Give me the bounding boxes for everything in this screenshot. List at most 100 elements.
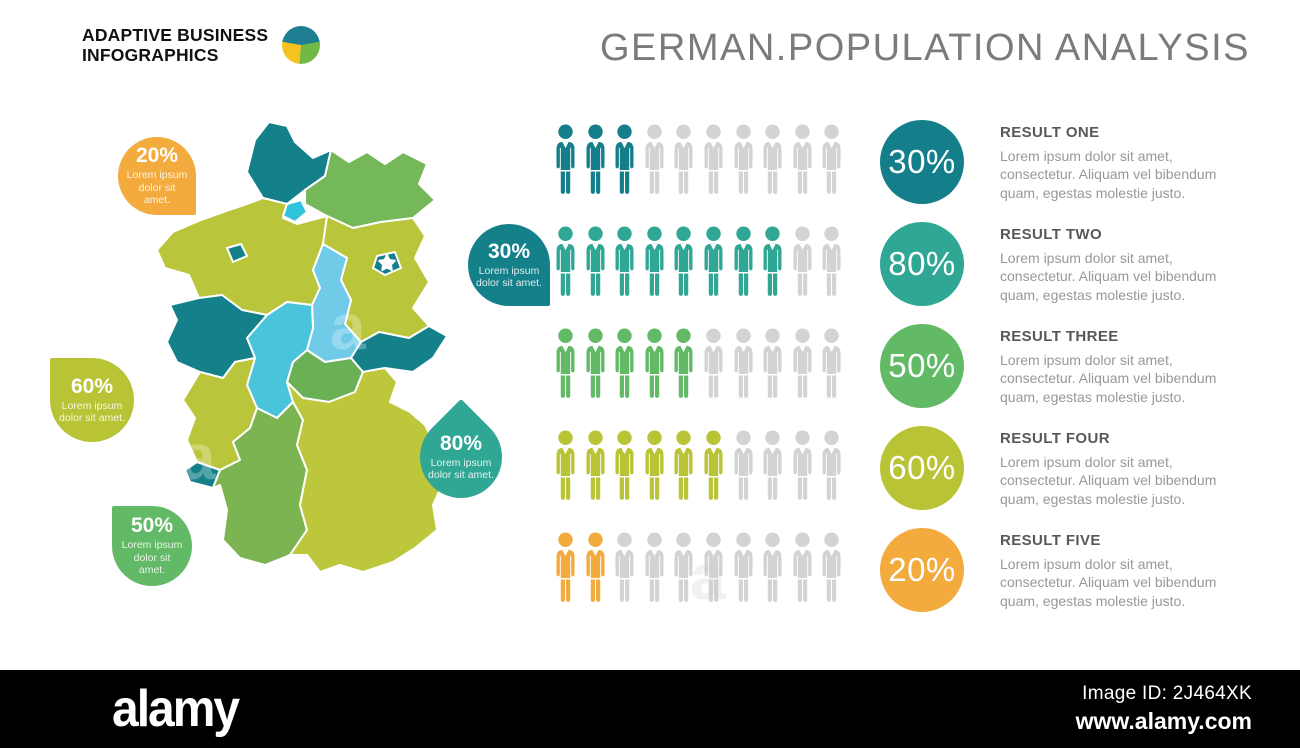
- result-title: RESULT THREE: [1000, 328, 1119, 345]
- person-icon: [641, 328, 668, 399]
- result-text: RESULT ONE Lorem ipsum dolor sit amet, co…: [1000, 124, 1242, 202]
- page-title: GERMAN.POPULATION ANALYSIS: [600, 27, 1250, 69]
- person-icon: [759, 328, 786, 399]
- result-text: RESULT THREE Lorem ipsum dolor sit amet, …: [1000, 328, 1242, 406]
- region-hamburg: [282, 199, 308, 223]
- person-icon: [730, 430, 757, 501]
- callout-caption: Lorem ipsum dolor sit amet.: [476, 264, 542, 290]
- person-icon: [582, 124, 609, 195]
- result-description: Lorem ipsum dolor sit amet, consectetur.…: [1000, 250, 1217, 303]
- alamy-url: www.alamy.com: [1075, 708, 1252, 734]
- brand-line2: INFOGRAPHICS: [82, 45, 219, 66]
- alamy-logo: alamy: [112, 680, 240, 738]
- image-id: Image ID: 2J464XK: [1082, 683, 1252, 704]
- callout-60: 60% Lorem ipsum dolor sit amet.: [50, 358, 134, 442]
- series-row: 50% RESULT THREE Lorem ipsum dolor sit ame…: [552, 324, 1252, 426]
- region-bavaria: [286, 367, 446, 573]
- person-icon: [552, 532, 579, 603]
- person-icon: [730, 226, 757, 297]
- person-icon: [552, 124, 579, 195]
- stock-footer-bar: alamy Image ID: 2J464XK www.alamy.com: [0, 670, 1300, 748]
- pictograph-row: [552, 430, 852, 501]
- percent-circle: 80%: [880, 222, 964, 306]
- person-icon: [611, 124, 638, 195]
- percent-circle: 50%: [880, 324, 964, 408]
- person-icon: [611, 328, 638, 399]
- person-icon: [641, 124, 668, 195]
- pictograph-row: [552, 328, 852, 399]
- region-bremen: [226, 243, 248, 263]
- person-icon: [759, 226, 786, 297]
- callout-value: 20%: [135, 144, 179, 168]
- person-icon: [818, 532, 845, 603]
- person-icon: [641, 226, 668, 297]
- person-icon: [552, 430, 579, 501]
- person-icon: [818, 328, 845, 399]
- callout-value: 80%: [439, 431, 483, 455]
- person-icon: [641, 532, 668, 603]
- person-icon: [611, 226, 638, 297]
- pictograph-and-results: 30% RESULT ONE Lorem ipsum dolor sit amet,…: [552, 120, 1252, 630]
- percent-circle: 20%: [880, 528, 964, 612]
- person-icon: [670, 532, 697, 603]
- result-description: Lorem ipsum dolor sit amet, consectetur.…: [1000, 556, 1217, 609]
- percent-circle: 60%: [880, 426, 964, 510]
- person-icon: [670, 430, 697, 501]
- series-row: 30% RESULT ONE Lorem ipsum dolor sit amet,…: [552, 120, 1252, 222]
- person-icon: [700, 124, 727, 195]
- person-icon: [789, 430, 816, 501]
- person-icon: [700, 328, 727, 399]
- person-icon: [730, 532, 757, 603]
- callout-caption: Lorem ipsum dolor sit amet.: [121, 539, 183, 577]
- person-icon: [730, 124, 757, 195]
- callout-value: 60%: [70, 374, 114, 398]
- person-icon: [552, 328, 579, 399]
- callout-80: 80% Lorem ipsum dolor sit amet.: [403, 399, 519, 515]
- percent-circle: 30%: [880, 120, 964, 204]
- callout-20: 20% Lorem ipsum dolor sit amet.: [118, 137, 196, 215]
- person-icon: [789, 532, 816, 603]
- person-icon: [670, 226, 697, 297]
- result-text: RESULT TWO Lorem ipsum dolor sit amet, co…: [1000, 226, 1242, 304]
- result-text: RESULT FOUR Lorem ipsum dolor sit amet, c…: [1000, 430, 1242, 508]
- person-icon: [818, 226, 845, 297]
- germany-map: [116, 112, 488, 627]
- person-icon: [759, 532, 786, 603]
- person-icon: [670, 328, 697, 399]
- series-row: 80% RESULT TWO Lorem ipsum dolor sit amet,…: [552, 222, 1252, 324]
- callout-caption: Lorem ipsum dolor sit amet.: [428, 456, 494, 482]
- person-icon: [582, 226, 609, 297]
- result-description: Lorem ipsum dolor sit amet, consectetur.…: [1000, 454, 1217, 507]
- pictograph-row: [552, 532, 852, 603]
- person-icon: [582, 328, 609, 399]
- germany-map-svg: [156, 121, 448, 573]
- pictograph-row: [552, 124, 852, 195]
- result-title: RESULT FIVE: [1000, 532, 1101, 549]
- result-title: RESULT FOUR: [1000, 430, 1110, 447]
- person-icon: [700, 226, 727, 297]
- person-icon: [700, 430, 727, 501]
- person-icon: [552, 226, 579, 297]
- callout-50: 50% Lorem ipsum dolor sit amet.: [112, 506, 192, 586]
- pie-logo-icon: [282, 26, 321, 65]
- callout-30: 30% Lorem ipsum dolor sit amet.: [468, 224, 550, 306]
- person-icon: [818, 124, 845, 195]
- pictograph-row: [552, 226, 852, 297]
- result-text: RESULT FIVE Lorem ipsum dolor sit amet, c…: [1000, 532, 1242, 610]
- person-icon: [789, 124, 816, 195]
- person-icon: [700, 532, 727, 603]
- region-saarland: [184, 461, 221, 489]
- person-icon: [730, 328, 757, 399]
- callout-caption: Lorem ipsum dolor sit amet.: [59, 399, 125, 425]
- series-row: 20% RESULT FIVE Lorem ipsum dolor sit amet…: [552, 528, 1252, 630]
- person-icon: [611, 430, 638, 501]
- footer-meta: Image ID: 2J464XK www.alamy.com: [1076, 683, 1252, 735]
- person-icon: [582, 532, 609, 603]
- brand-logo: ADAPTIVE BUSINESS INFOGRAPHICS: [82, 25, 321, 66]
- result-title: RESULT TWO: [1000, 226, 1103, 243]
- berlin-star-icon: [378, 254, 396, 271]
- person-icon: [670, 124, 697, 195]
- person-icon: [759, 430, 786, 501]
- person-icon: [789, 226, 816, 297]
